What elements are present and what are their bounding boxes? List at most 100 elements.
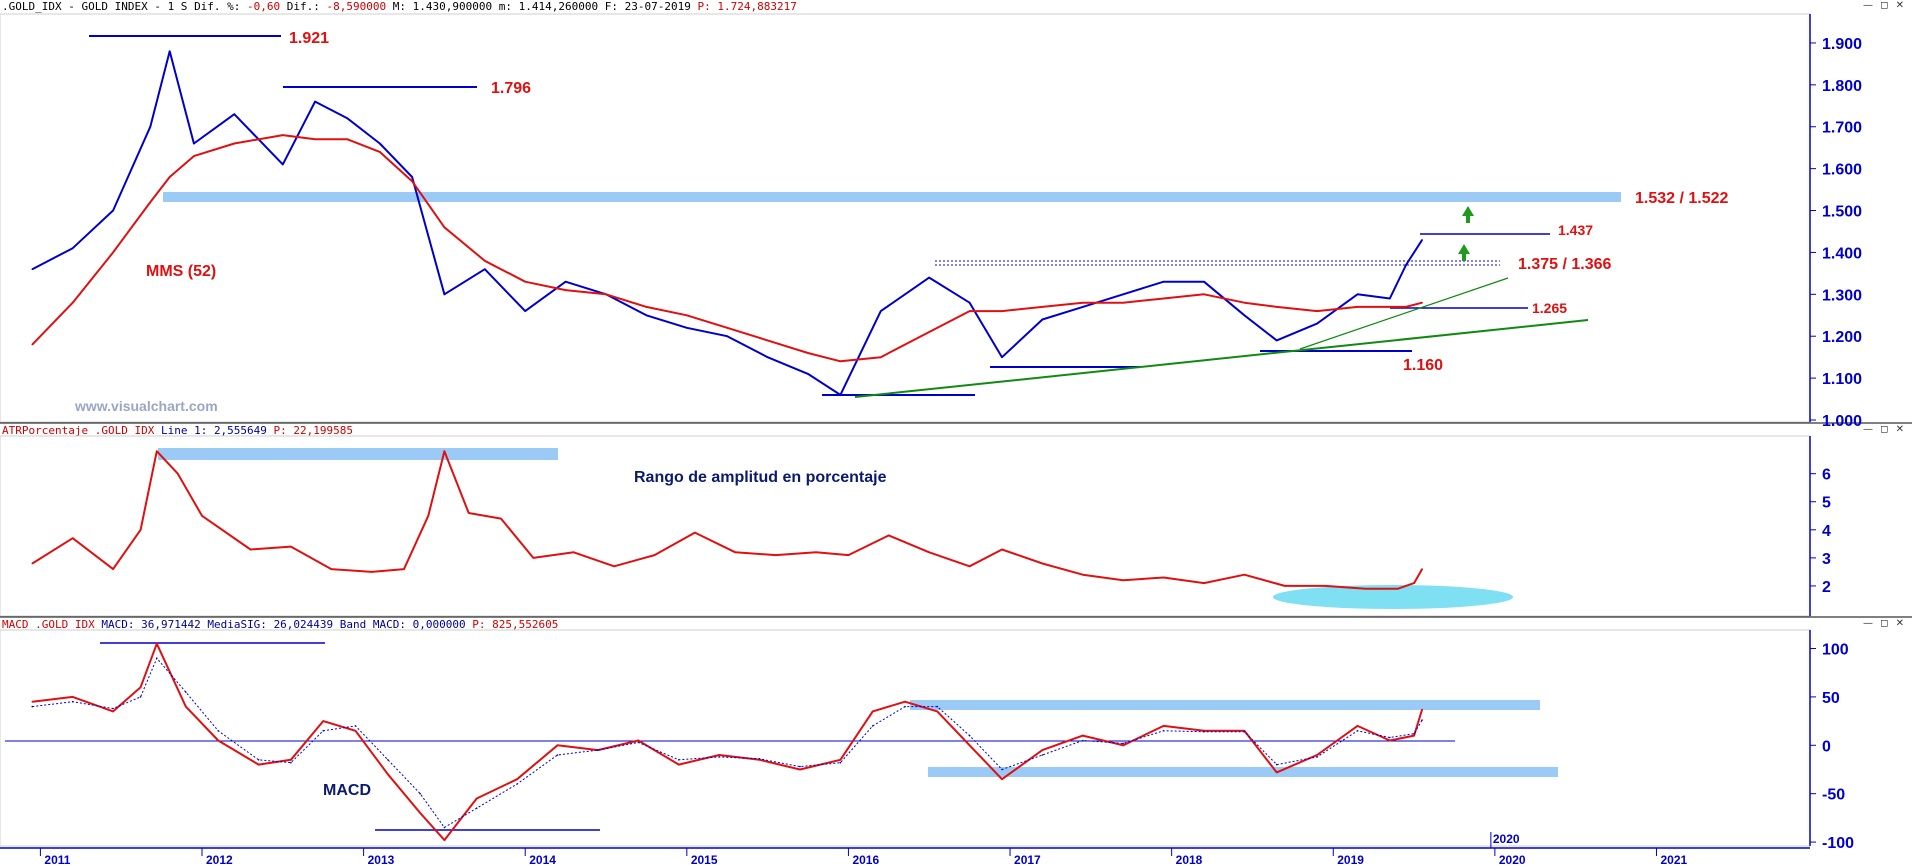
price-point	[1001, 356, 1003, 359]
macd-point	[1243, 730, 1246, 733]
price-point	[1082, 306, 1084, 308]
macd-point	[387, 759, 389, 761]
macd-window-controls[interactable]: — ◻ ✕	[1862, 618, 1906, 629]
min-value: 1.414,260000	[518, 0, 599, 13]
price-point	[1162, 280, 1165, 283]
macd-point	[871, 725, 874, 727]
atr-panel-frame	[0, 435, 1811, 617]
price-point	[1316, 322, 1318, 325]
price-point	[193, 142, 195, 145]
price-point	[112, 209, 114, 212]
x-tick-label: 2011	[44, 853, 70, 867]
label-mms: MMS (52)	[146, 263, 216, 280]
macd-band-label: Band_MACD:	[339, 618, 407, 631]
price-point	[168, 50, 171, 53]
atr-point	[201, 515, 203, 517]
price-point	[1275, 339, 1278, 342]
macd-point	[871, 710, 874, 713]
atr-point	[249, 548, 252, 551]
macd-p-value: 825,552605	[492, 618, 559, 631]
price-point	[968, 301, 971, 304]
atr-point	[1243, 573, 1246, 576]
price-point	[31, 343, 34, 346]
macd-point	[290, 759, 292, 761]
atr-point	[500, 517, 502, 520]
y-tick-label: 50	[1822, 690, 1840, 707]
macd-series-group	[31, 642, 1424, 842]
price-point	[726, 335, 728, 338]
max-value: 1.430,900000	[412, 0, 493, 13]
price-point	[564, 280, 567, 283]
y-tick-label: 1.900	[1822, 36, 1862, 53]
atr-point	[532, 557, 535, 559]
macd-point	[290, 761, 292, 764]
price-point	[1122, 301, 1124, 304]
atr-point	[572, 551, 575, 554]
green-arrow-lower	[1458, 244, 1470, 254]
macd-point	[419, 812, 422, 814]
price-point	[71, 301, 74, 304]
macd-panel-header: MACD_.GOLD_IDX MACD: 36,971442 MediaSIG:…	[2, 618, 558, 631]
atr-point	[467, 512, 470, 514]
x-tick-label: 2015	[691, 853, 718, 867]
atr-panel-header: ATRPorcentaje_.GOLD_IDX Line 1: 2,555649…	[2, 424, 353, 437]
price-point	[71, 247, 74, 249]
price-point	[645, 306, 648, 308]
atr-window-controls[interactable]: — ◻ ✕	[1862, 424, 1906, 435]
macd-point	[475, 807, 478, 809]
macd-value: 36,971442	[141, 618, 201, 631]
y-tick-label: -50	[1822, 787, 1845, 804]
price-point	[112, 251, 114, 254]
price-point	[928, 276, 930, 279]
macd-point	[156, 657, 158, 659]
y-tick-label: 1.500	[1822, 204, 1862, 221]
x-tick-label: 2016	[852, 853, 879, 867]
price-point	[880, 356, 882, 359]
price-panel-header: .GOLD_IDX - GOLD INDEX - 1 S Dif. %: -0,…	[2, 0, 797, 13]
price-point	[282, 134, 284, 136]
atr-point	[139, 529, 142, 531]
macd-point	[678, 763, 680, 766]
price-window-controls[interactable]: — ◻ ✕	[1862, 0, 1906, 11]
macd-point	[1275, 763, 1278, 766]
price-point	[168, 176, 171, 178]
macd-point	[1389, 736, 1391, 739]
atr-line-label: Line 1:	[160, 424, 208, 437]
y-tick-label: 4	[1822, 523, 1831, 540]
p-label: P:	[697, 0, 711, 13]
macd-point	[1356, 725, 1359, 727]
macd-series-macd	[32, 642, 1424, 842]
price-point	[1243, 314, 1246, 317]
x-tick-label: 2014	[529, 853, 556, 867]
atr-point	[928, 551, 930, 554]
x-tick-label: 2012	[206, 853, 233, 867]
macd-point	[556, 744, 559, 747]
macd-point	[387, 773, 389, 776]
atr-point	[156, 450, 158, 453]
price-panel-frame	[0, 13, 1811, 423]
macd-point	[1316, 754, 1318, 756]
atr-point	[112, 568, 114, 570]
price-point	[1421, 301, 1423, 304]
macd-annotations	[5, 642, 1558, 831]
price-point	[839, 360, 842, 363]
max-label: M:	[392, 0, 407, 13]
macd-point	[556, 754, 559, 756]
macd-point	[758, 758, 761, 760]
macd-point	[936, 705, 939, 708]
atr-point	[888, 534, 890, 537]
price-point	[524, 310, 526, 312]
price-point	[1203, 293, 1205, 296]
price-point	[605, 293, 607, 296]
macd-point	[1041, 749, 1044, 751]
atr-point	[968, 565, 971, 568]
macd-point	[419, 792, 422, 795]
macd-point	[112, 707, 114, 710]
price-point	[880, 310, 882, 312]
macd-label: MACD	[323, 782, 371, 799]
macd-point	[443, 839, 446, 841]
atr-point	[734, 551, 737, 554]
x-tick-label: 2013	[368, 853, 395, 867]
price-y-ticks: 1.900 1.800 1.700 1.600 1.500 1.400 1.300 1.200…	[1810, 36, 1862, 430]
